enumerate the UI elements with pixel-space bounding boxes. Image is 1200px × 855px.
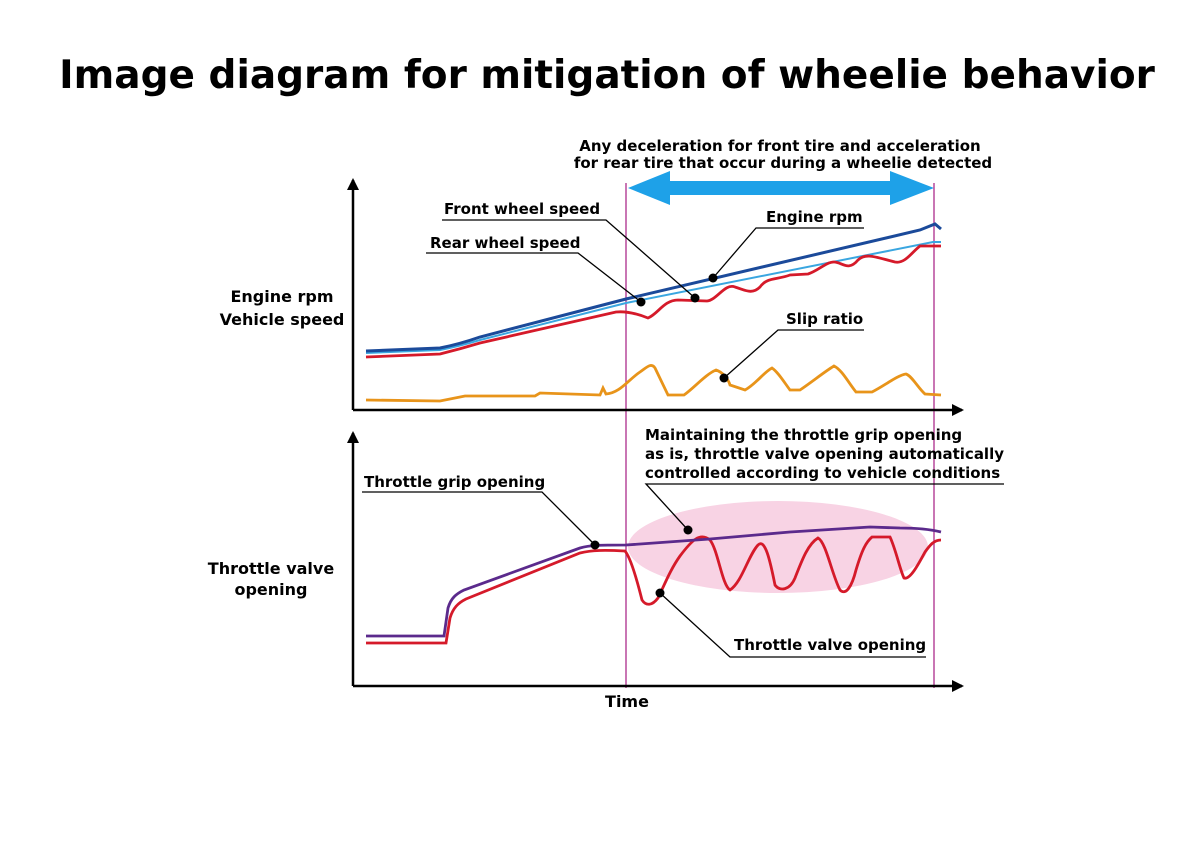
detection-arrow-left-head <box>628 171 670 205</box>
throttle-valve-opening-dot <box>655 588 665 598</box>
upper-chart: Engine rpm Vehicle speed Front wheel spe… <box>220 178 964 416</box>
rear-wheel-speed-leader <box>426 252 642 303</box>
callout-throttle-grip-opening: Throttle grip opening <box>362 473 600 550</box>
engine-rpm-dot <box>708 273 718 283</box>
callout-throttle-valve-opening: Throttle valve opening <box>655 588 926 658</box>
callout-rear-wheel-speed: Rear wheel speed <box>426 234 646 307</box>
callout-front-wheel-speed: Front wheel speed <box>442 200 700 303</box>
rear-wheel-speed-line <box>365 244 941 359</box>
upper-y-label-line-1: Engine rpm <box>230 287 333 306</box>
detection-note-line-1: Any deceleration for front tire and acce… <box>579 137 980 155</box>
throttle-grip-opening-label: Throttle grip opening <box>364 473 545 491</box>
detection-window-arrow <box>628 171 934 205</box>
front-wheel-speed-label: Front wheel speed <box>444 200 600 218</box>
callout-engine-rpm: Engine rpm <box>708 208 864 283</box>
throttle-note-dot <box>683 525 693 535</box>
slip-ratio-label: Slip ratio <box>786 310 863 328</box>
time-axis-label: Time <box>605 692 649 711</box>
throttle-grip-opening-line <box>366 525 942 638</box>
engine-rpm-leader <box>712 227 864 279</box>
slip-ratio-dot <box>719 373 729 383</box>
throttle-grip-opening-leader <box>362 491 596 546</box>
front-wheel-speed-dot <box>690 293 700 303</box>
throttle-grip-opening-dot <box>590 540 600 550</box>
lower-y-label-line-2: opening <box>234 580 307 599</box>
engine-rpm-line <box>365 222 942 353</box>
detection-arrow-right-head <box>890 171 934 205</box>
throttle-valve-opening-label: Throttle valve opening <box>734 636 926 654</box>
front-wheel-speed-line <box>365 241 941 354</box>
throttle-control-zone <box>628 501 928 593</box>
front-wheel-speed-leader <box>442 219 696 299</box>
slip-ratio-leader <box>723 329 864 379</box>
throttle-valve-opening-line <box>366 535 942 645</box>
rear-wheel-speed-label: Rear wheel speed <box>430 234 580 252</box>
throttle-valve-opening-leader <box>659 592 926 658</box>
detection-arrow-shaft <box>664 181 894 195</box>
diagram-title: Image diagram for mitigation of wheelie … <box>59 53 1155 98</box>
engine-rpm-label: Engine rpm <box>766 208 863 226</box>
lower-y-label-line-1: Throttle valve <box>208 559 335 578</box>
throttle-note-leader <box>644 483 1004 531</box>
throttle-note-line-3: controlled according to vehicle conditio… <box>645 464 1000 482</box>
lower-chart: Throttle valve opening Maintaining the t… <box>208 426 1004 692</box>
callout-slip-ratio: Slip ratio <box>719 310 864 383</box>
rear-wheel-speed-dot <box>636 297 646 307</box>
detection-note-line-2: for rear tire that occur during a wheeli… <box>574 154 992 172</box>
upper-y-label-line-2: Vehicle speed <box>220 310 345 329</box>
throttle-note-line-2: as is, throttle valve opening automatica… <box>645 445 1004 463</box>
throttle-note-line-1: Maintaining the throttle grip opening <box>645 426 962 444</box>
slip-ratio-line <box>365 364 942 403</box>
